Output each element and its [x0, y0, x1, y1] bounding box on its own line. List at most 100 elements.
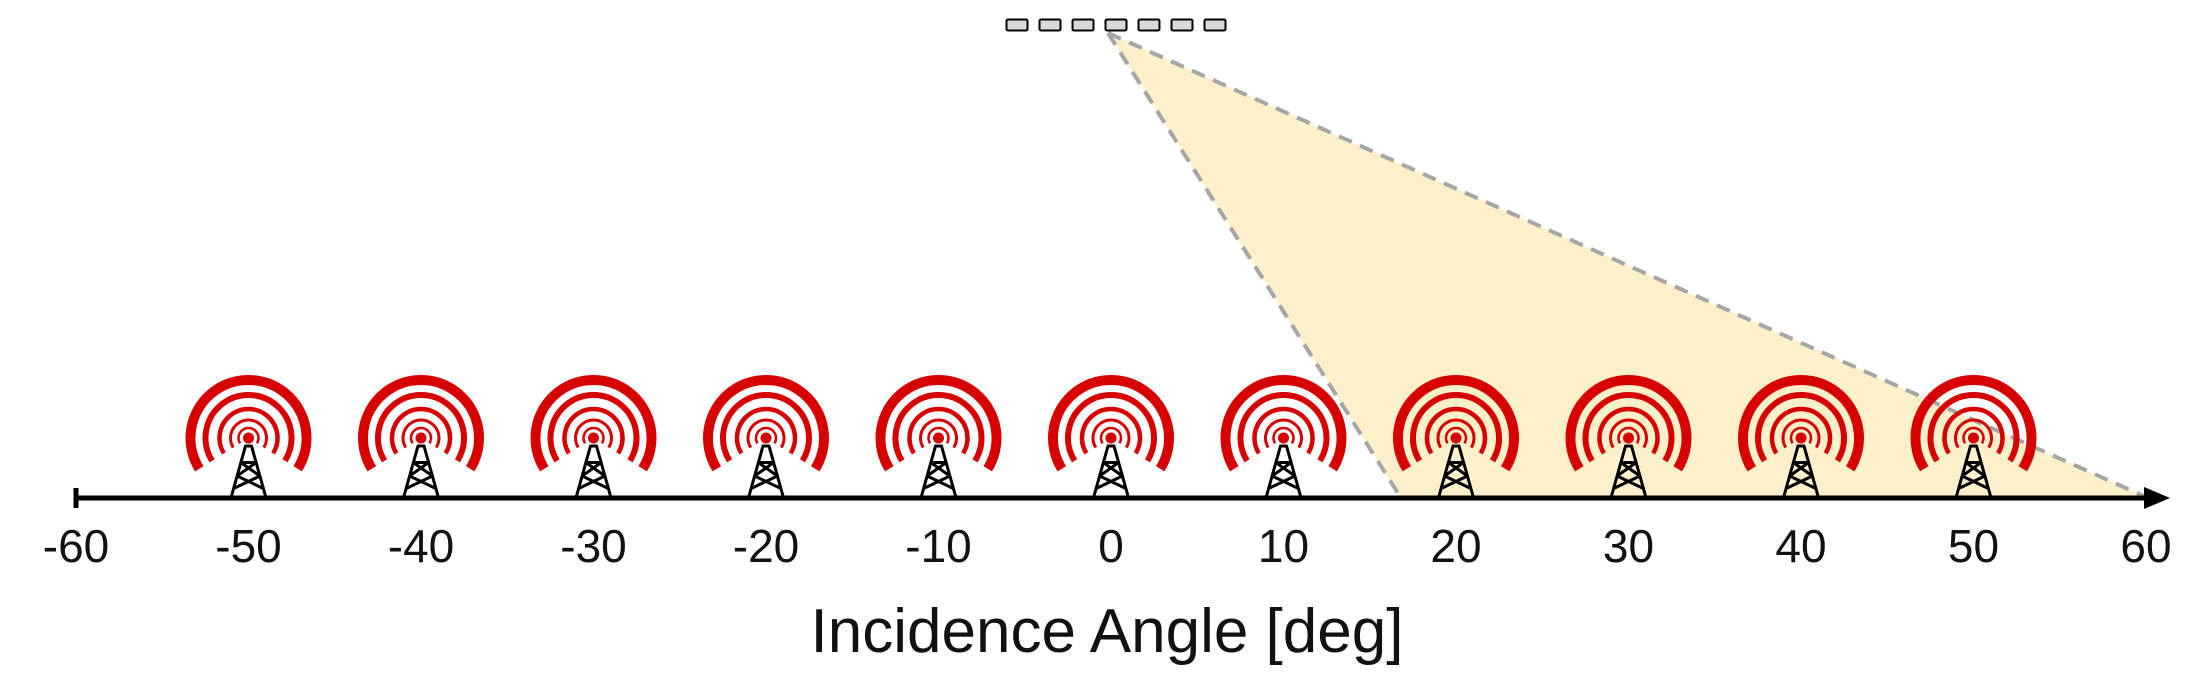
- antenna-element: [1005, 18, 1029, 32]
- signal-ring: [754, 426, 778, 444]
- tick-label: -20: [733, 520, 799, 572]
- tower-mast: [920, 444, 957, 497]
- tick-label: -50: [215, 520, 281, 572]
- tick-label: 10: [1258, 520, 1309, 572]
- tick-labels: -60 -50 -40 -30 -20 -10 0 10 20 30 40 50 60: [43, 520, 2172, 572]
- signal-ring: [1962, 426, 1985, 444]
- radio-tower-icon: [1738, 375, 1864, 497]
- radio-tower-icon: [1048, 375, 1174, 497]
- signal-source-dot: [1105, 432, 1117, 444]
- antenna-element: [1038, 18, 1062, 32]
- signal-ring: [401, 418, 441, 449]
- signal-ring: [1252, 406, 1315, 455]
- signal-source-dot: [1278, 432, 1289, 444]
- signal-ring: [185, 375, 312, 472]
- radio-tower-icon: [358, 375, 484, 497]
- tower-mast: [747, 444, 785, 497]
- signal-source-dot: [588, 432, 599, 444]
- radio-tower-icon: [185, 375, 312, 497]
- signal-source-dot: [933, 432, 944, 444]
- signal-ring: [1617, 426, 1640, 444]
- signal-ring: [1079, 406, 1143, 455]
- signal-ring: [409, 426, 433, 444]
- signal-ring: [389, 406, 453, 455]
- antenna-array-icon: [1005, 18, 1227, 32]
- signal-ring: [375, 392, 467, 463]
- signal-source-dot: [1968, 432, 1979, 444]
- signal-ring: [892, 392, 985, 463]
- signal-ring: [1237, 392, 1330, 463]
- signal-ring: [1927, 392, 2020, 463]
- signal-ring: [1065, 392, 1157, 463]
- signal-ring: [217, 406, 280, 455]
- signal-ring: [237, 426, 260, 444]
- signal-ring: [1781, 418, 1821, 449]
- signal-ring: [907, 406, 970, 455]
- tower-mast: [1265, 444, 1302, 497]
- signal-ring: [1272, 426, 1295, 444]
- signal-ring: [530, 375, 657, 472]
- radio-tower-icon: [1220, 375, 1347, 497]
- signal-ring: [229, 418, 268, 449]
- signal-ring: [1436, 418, 1476, 449]
- radio-tower-icon: [703, 375, 829, 497]
- signal-ring: [1769, 406, 1833, 455]
- tick-label: -60: [43, 520, 109, 572]
- signal-ring: [1565, 375, 1692, 472]
- signal-source-dot: [243, 432, 254, 444]
- signal-ring: [547, 392, 640, 463]
- radio-tower-icon: [1565, 375, 1692, 497]
- signal-ring: [1410, 392, 1502, 463]
- signal-ring: [1954, 418, 1993, 449]
- x-axis-title: Incidence Angle [deg]: [811, 597, 1404, 666]
- signal-ring: [919, 418, 958, 449]
- tower-mast: [1437, 444, 1475, 497]
- tick-label: 50: [1948, 520, 1999, 572]
- signal-ring: [1755, 392, 1847, 463]
- signal-ring: [1264, 418, 1303, 449]
- signal-ring: [1582, 392, 1675, 463]
- signal-ring: [875, 375, 1002, 472]
- antenna-element: [1170, 18, 1194, 32]
- tick-label: -40: [388, 520, 454, 572]
- signal-ring: [720, 392, 812, 463]
- tower-mast: [1955, 444, 1992, 497]
- tick-label: 30: [1603, 520, 1654, 572]
- signal-ring: [927, 426, 950, 444]
- antenna-element: [1071, 18, 1095, 32]
- axis-arrow-icon: [2144, 487, 2170, 509]
- radio-tower-icon: [530, 375, 657, 497]
- signal-ring: [1597, 406, 1660, 455]
- signal-source-dot: [1623, 432, 1634, 444]
- tower-mast: [1782, 444, 1820, 497]
- signal-source-dot: [1795, 432, 1807, 444]
- tick-label: -30: [560, 520, 626, 572]
- angle-axis: [73, 487, 2170, 509]
- antenna-element: [1203, 18, 1227, 32]
- antenna-element: [1104, 18, 1128, 32]
- signal-ring: [746, 418, 786, 449]
- signal-ring: [574, 418, 613, 449]
- signal-ring: [358, 375, 484, 472]
- signal-ring: [1099, 426, 1123, 444]
- tower-mast: [575, 444, 612, 497]
- tower-mast: [402, 444, 440, 497]
- antenna-element: [1137, 18, 1161, 32]
- signal-source-dot: [760, 432, 772, 444]
- tower-mast: [1092, 444, 1130, 497]
- signal-ring: [1789, 426, 1813, 444]
- signal-ring: [1424, 406, 1488, 455]
- signal-ring: [1220, 375, 1347, 472]
- tower-mast: [230, 444, 267, 497]
- signal-ring: [734, 406, 798, 455]
- tower-row: [185, 375, 2037, 497]
- signal-ring: [202, 392, 295, 463]
- tick-label: -10: [905, 520, 971, 572]
- signal-source-dot: [1450, 432, 1462, 444]
- signal-ring: [1048, 375, 1174, 472]
- signal-ring: [1738, 375, 1864, 472]
- radio-tower-icon: [875, 375, 1002, 497]
- radio-tower-icon: [1910, 375, 2037, 497]
- signal-ring: [582, 426, 605, 444]
